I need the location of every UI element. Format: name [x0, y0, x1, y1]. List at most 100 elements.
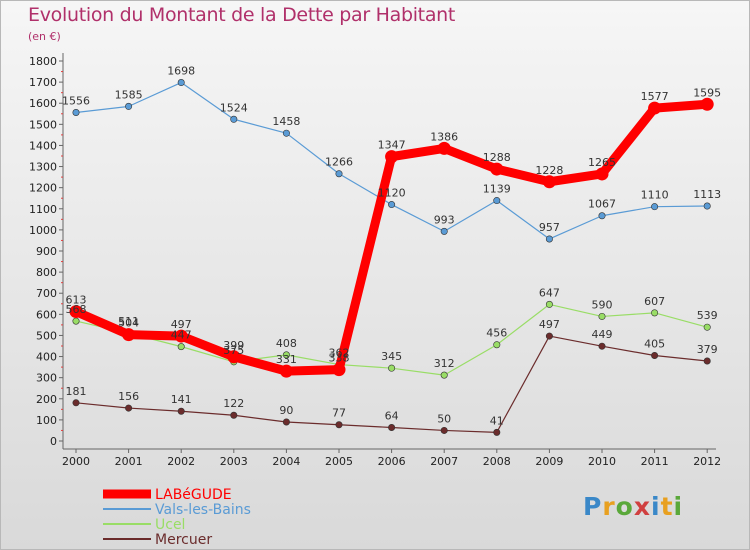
- y-tick-label: 500: [36, 329, 57, 342]
- data-label: 1288: [483, 151, 511, 164]
- data-point: [230, 411, 238, 419]
- data-label: 447: [171, 329, 192, 342]
- y-tick-label: 200: [36, 393, 57, 406]
- data-point: [282, 418, 290, 426]
- data-label: 362: [329, 347, 350, 360]
- logo-letter: r: [602, 492, 616, 521]
- data-label: 1265: [588, 156, 616, 169]
- logo-letter: P: [583, 492, 603, 521]
- data-point: [72, 399, 80, 407]
- data-point: [700, 97, 714, 111]
- data-point: [545, 235, 553, 243]
- data-label: 156: [118, 390, 139, 403]
- y-tick-label: 1000: [29, 224, 57, 237]
- y-tick-label: 1300: [29, 161, 57, 174]
- data-label: 607: [644, 295, 665, 308]
- data-point: [490, 162, 504, 176]
- data-label: 1139: [483, 183, 511, 196]
- data-labels: 1556 1585 1698 1524 1458 1266 1120 993 1139 957 10…: [62, 65, 721, 428]
- y-tick-label: 1800: [29, 55, 57, 68]
- data-label: 456: [486, 327, 507, 340]
- data-label: 1524: [220, 101, 248, 114]
- series-layer: [69, 79, 714, 436]
- data-point: [72, 109, 80, 117]
- legend-label: Ucel: [155, 517, 185, 533]
- data-label: 77: [332, 407, 346, 420]
- data-label: 141: [171, 393, 192, 406]
- x-tick-label: 2001: [115, 455, 143, 468]
- logo-letter: o: [615, 492, 634, 521]
- data-point: [388, 201, 396, 209]
- data-point: [125, 404, 133, 412]
- data-point: [598, 342, 606, 350]
- data-label: 345: [381, 350, 402, 363]
- legend-label: Mercuer: [155, 532, 212, 548]
- data-point: [648, 101, 662, 115]
- y-tick-label: 600: [36, 308, 57, 321]
- data-label: 405: [644, 338, 665, 351]
- data-point: [651, 203, 659, 211]
- y-tick-label: 1700: [29, 76, 57, 89]
- y-tick-label: 700: [36, 287, 57, 300]
- data-label: 1556: [62, 95, 90, 108]
- x-tick-label: 2011: [641, 455, 669, 468]
- data-label: 1110: [641, 189, 669, 202]
- data-label: 1458: [272, 115, 300, 128]
- proxiti-logo: Proxiti: [583, 492, 683, 521]
- data-label: 338: [329, 352, 350, 365]
- data-label: 511: [118, 315, 139, 328]
- data-point: [335, 170, 343, 178]
- x-tick-label: 2010: [588, 455, 616, 468]
- data-label: 375: [223, 344, 244, 357]
- data-point: [69, 305, 83, 319]
- x-tick-label: 2008: [483, 455, 511, 468]
- data-point: [332, 363, 346, 377]
- logo-letter: i: [651, 492, 661, 521]
- legend-label: Vals-les-Bains: [155, 502, 251, 518]
- data-point: [703, 357, 711, 365]
- data-point: [122, 328, 136, 342]
- data-point: [595, 167, 609, 181]
- data-point: [703, 202, 711, 210]
- data-label: 1113: [693, 188, 721, 201]
- x-tick-label: 2006: [378, 455, 406, 468]
- y-tick-label: 900: [36, 245, 57, 258]
- data-point: [177, 407, 185, 415]
- data-label: 504: [118, 317, 139, 330]
- data-label: 181: [66, 385, 87, 398]
- data-point: [174, 329, 188, 343]
- data-point: [545, 300, 553, 308]
- data-label: 408: [276, 337, 297, 350]
- data-label: 1120: [378, 187, 406, 200]
- x-tick-label: 2002: [167, 455, 195, 468]
- data-point: [177, 79, 185, 87]
- data-label: 647: [539, 286, 560, 299]
- data-label: 568: [66, 303, 87, 316]
- x-tick-label: 2009: [535, 455, 563, 468]
- x-tick-label: 2005: [325, 455, 353, 468]
- data-point: [440, 371, 448, 379]
- data-label: 1347: [378, 139, 406, 152]
- data-point: [282, 351, 290, 359]
- legend-label: LABéGUDE: [155, 487, 232, 503]
- logo-letter: i: [673, 492, 684, 521]
- x-tick-label: 2000: [62, 455, 90, 468]
- x-tick-label: 2004: [272, 455, 300, 468]
- data-point: [125, 102, 133, 110]
- y-tick-label: 1200: [29, 182, 57, 195]
- x-tick-label: 2007: [430, 455, 458, 468]
- data-label: 1386: [430, 130, 458, 143]
- logo-letter: t: [660, 492, 674, 521]
- data-point: [388, 423, 396, 431]
- data-label: 1228: [535, 164, 563, 177]
- data-point: [542, 175, 556, 189]
- chart-title: Evolution du Montant de la Dette par Hab…: [28, 4, 456, 26]
- data-label: 957: [539, 221, 560, 234]
- y-tick-label: 1600: [29, 97, 57, 110]
- y-tick-label: 1400: [29, 139, 57, 152]
- y-tick-label: 300: [36, 372, 57, 385]
- data-label: 993: [434, 213, 455, 226]
- data-label: 613: [66, 294, 87, 307]
